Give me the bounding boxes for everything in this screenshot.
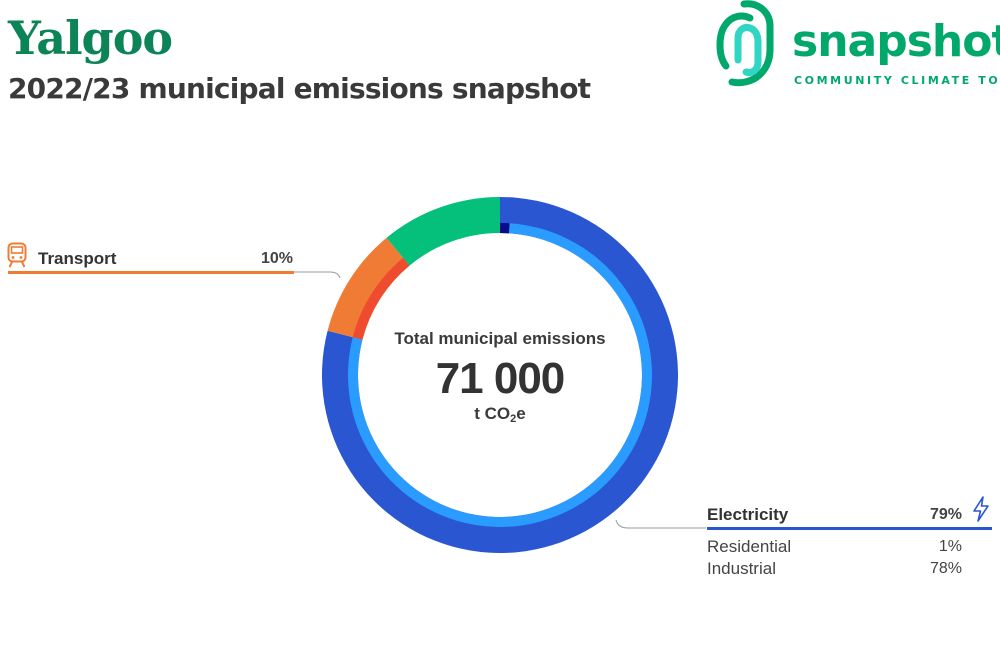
logo-tagline: COMMUNITY CLIMATE TOOL bbox=[794, 74, 1000, 87]
electricity-percent: 79% bbox=[929, 506, 962, 523]
industrial-label: Industrial bbox=[707, 559, 776, 578]
fingerprint-arc-outer bbox=[716, 12, 754, 70]
electricity-rule bbox=[707, 527, 992, 530]
lightning-icon bbox=[973, 496, 989, 522]
sector-other-2 bbox=[386, 197, 500, 266]
residential-marker bbox=[500, 223, 510, 234]
electricity-label: Electricity bbox=[707, 505, 789, 524]
transport-rule bbox=[8, 271, 294, 274]
residential-label: Residential bbox=[707, 537, 792, 556]
lightning-bolt bbox=[973, 496, 989, 522]
total-emissions-value: 71 000 bbox=[435, 354, 566, 403]
fingerprint-logo-icon bbox=[716, 0, 774, 87]
train-rails bbox=[8, 261, 26, 268]
train-body bbox=[7, 242, 27, 263]
transport-label: Transport bbox=[38, 249, 117, 268]
unit-suffix: e bbox=[516, 404, 526, 423]
train-light-right bbox=[19, 256, 23, 259]
fingerprint-arc-right bbox=[728, 0, 774, 87]
center-label: Total municipal emissions bbox=[394, 329, 606, 348]
transport-percent: 10% bbox=[260, 250, 293, 267]
unit-subscript: 2 bbox=[510, 413, 517, 425]
fingerprint-arc-inner bbox=[734, 24, 762, 76]
train-window bbox=[10, 246, 24, 254]
emissions-unit: t CO2e bbox=[350, 404, 650, 429]
snapshot-logo: snapshot COMMUNITY CLIMATE TOOL bbox=[712, 0, 1000, 92]
train-light-left bbox=[11, 256, 15, 259]
residential-percent: 1% bbox=[938, 538, 962, 555]
page-subtitle: 2022/23 municipal emissions snapshot bbox=[8, 72, 591, 105]
logo-wordmark: snapshot bbox=[792, 16, 1000, 67]
industrial-percent: 78% bbox=[929, 560, 962, 577]
page-title: Yalgoo bbox=[8, 11, 173, 65]
train-icon bbox=[7, 242, 27, 268]
sector-transport-1 bbox=[327, 237, 410, 340]
subsector-transport-1-0 bbox=[352, 257, 410, 340]
unit-prefix: t CO bbox=[474, 404, 511, 423]
